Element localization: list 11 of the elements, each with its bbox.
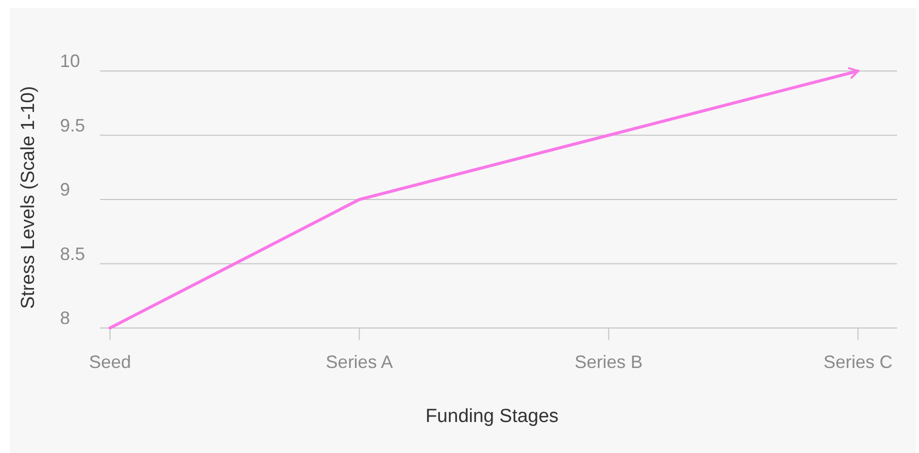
y-tick-label: 8 [60, 308, 70, 328]
x-tick-label: Series A [326, 352, 393, 372]
x-axis-title: Funding Stages [425, 406, 559, 427]
y-tick-label: 8.5 [60, 244, 86, 264]
y-tick-label: 9.5 [60, 115, 86, 136]
y-axis-title: Stress Levels (Scale 1-10) [18, 86, 39, 309]
x-tick-label: Series C [823, 352, 893, 372]
x-tick-label: Seed [88, 352, 132, 372]
x-tick-label: Series B [574, 352, 643, 372]
y-tick-label: 10 [60, 51, 80, 71]
y-tick-label: 9 [60, 180, 70, 200]
